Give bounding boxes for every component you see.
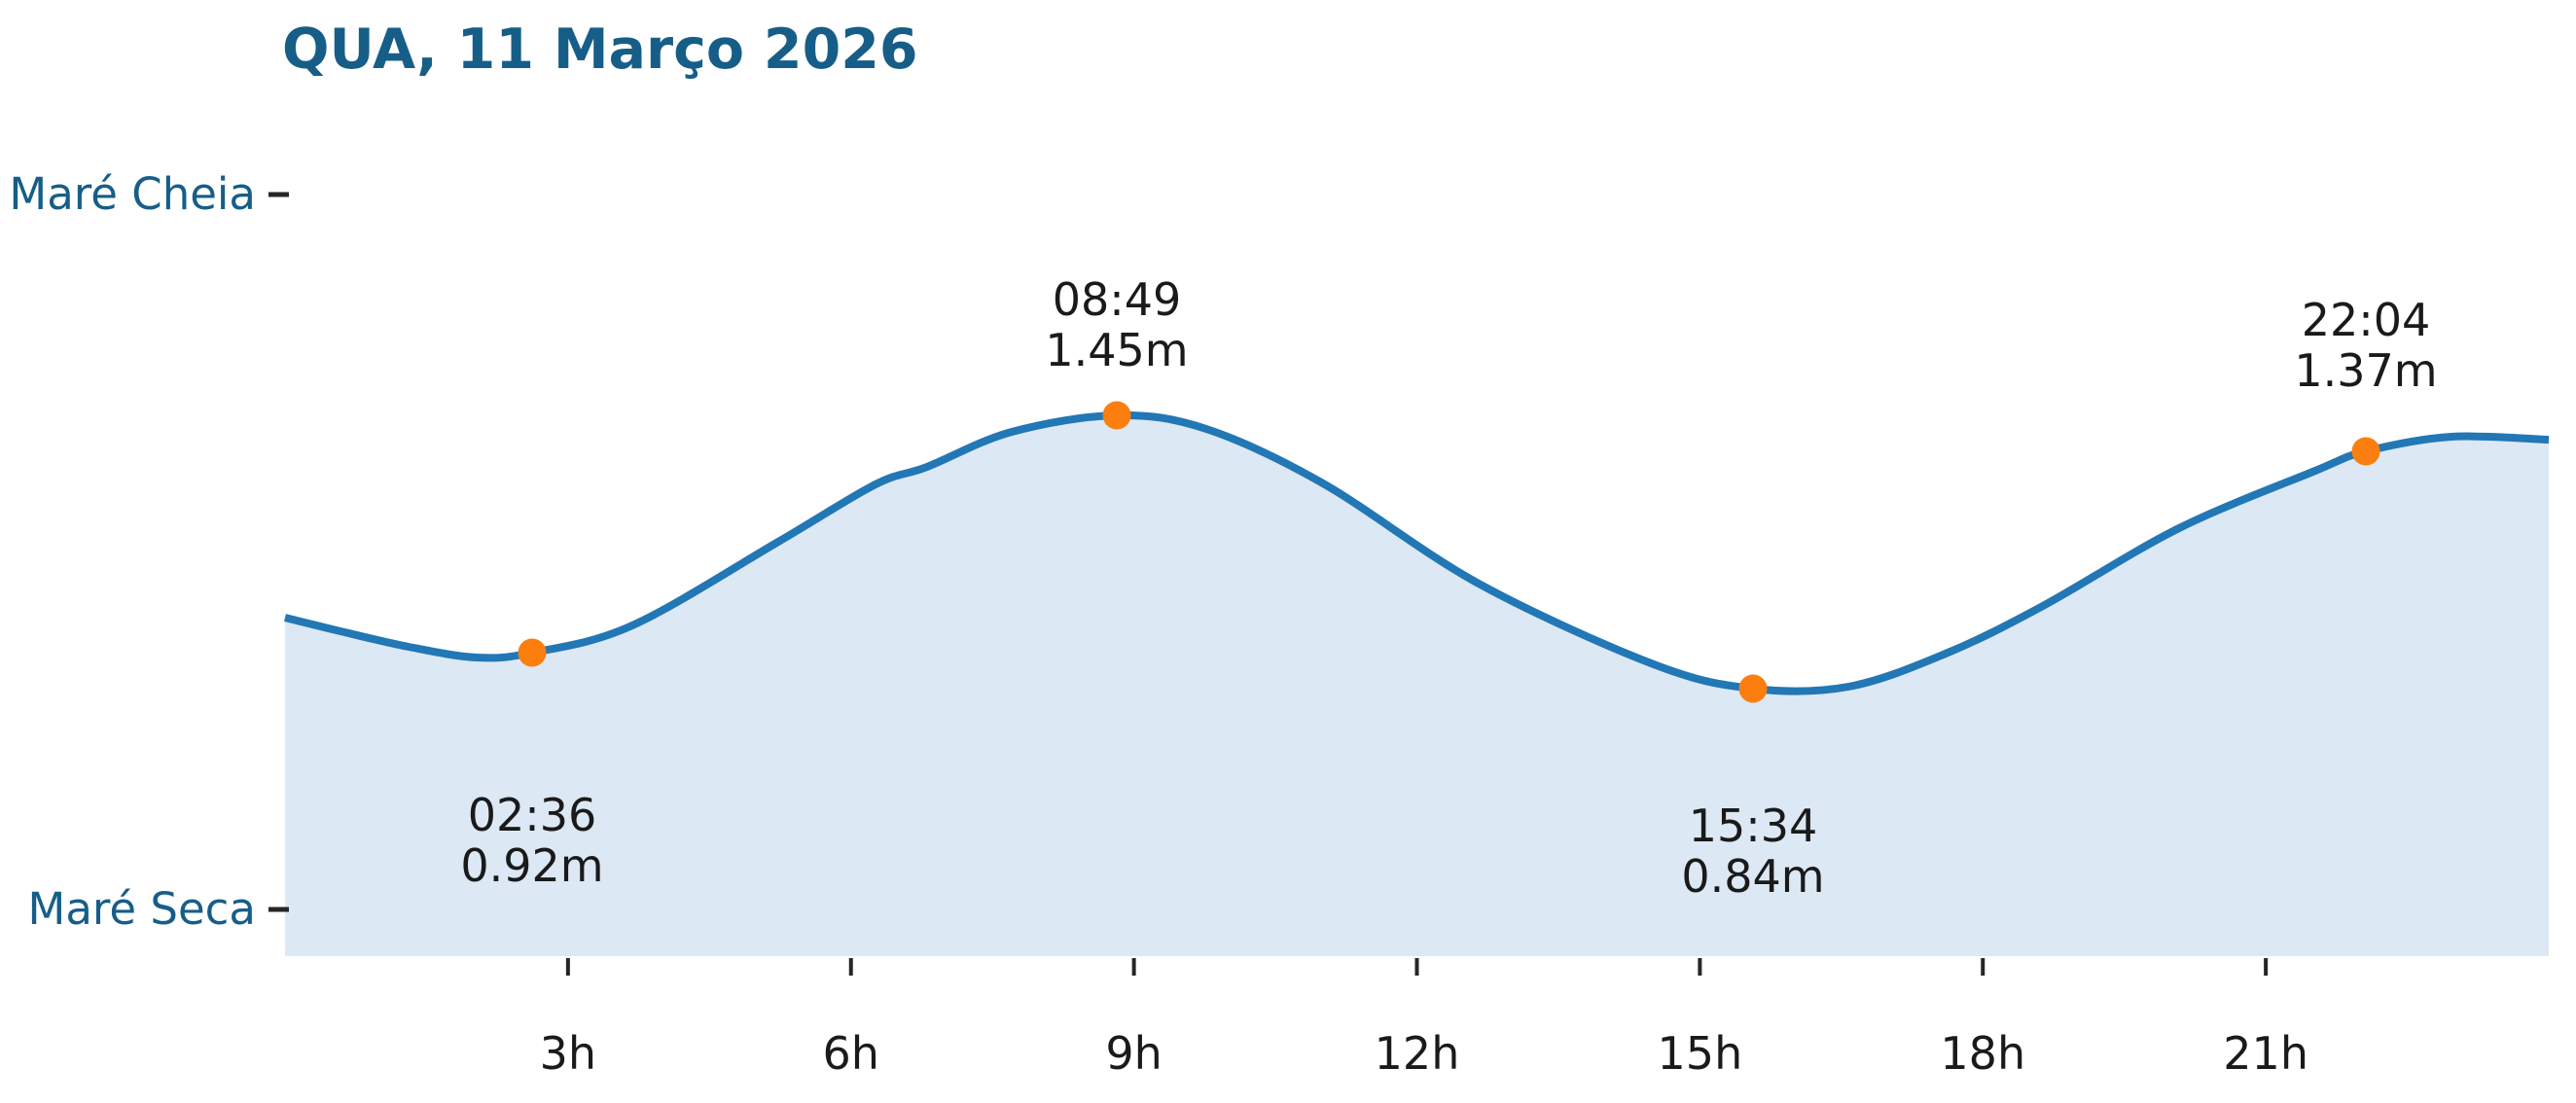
x-tick-label-15h: 15h [1657, 1027, 1743, 1080]
tide-extreme-dot-0849 [1102, 401, 1131, 430]
tide-event-height: 1.37m [2294, 344, 2438, 397]
tide-area-fill [285, 414, 2549, 956]
tide-event-annotation-high: 22:04 1.37m [2294, 295, 2437, 396]
x-tick-label-21h: 21h [2223, 1027, 2308, 1080]
tide-event-time: 02:36 [467, 789, 597, 841]
tide-event-time: 22:04 [2301, 294, 2431, 346]
tide-event-time: 08:49 [1052, 273, 1182, 326]
x-tick-label-3h: 3h [539, 1027, 597, 1080]
tide-event-annotation-low: 15:34 0.84m [1681, 801, 1824, 902]
chart-title: QUA, 11 Março 2026 [282, 18, 918, 82]
y-axis-label-low-tide: Maré Seca [27, 883, 256, 935]
tide-curve-line [284, 410, 2550, 695]
tide-event-time: 15:34 [1688, 800, 1818, 852]
tide-event-annotation-low: 02:36 0.92m [460, 790, 603, 891]
tide-event-height: 0.92m [460, 839, 604, 892]
tide-event-height: 1.45m [1045, 324, 1189, 376]
y-axis-label-high-tide: Maré Cheia [9, 168, 256, 220]
tide-extreme-dot-1534 [1738, 674, 1768, 703]
tide-extreme-dot-2204 [2351, 437, 2380, 466]
x-tick-label-6h: 6h [822, 1027, 879, 1080]
x-tick-label-12h: 12h [1374, 1027, 1460, 1080]
tide-event-height: 0.84m [1681, 850, 1825, 903]
x-tick-label-18h: 18h [1940, 1027, 2026, 1080]
x-tick-label-9h: 9h [1105, 1027, 1163, 1080]
tide-extreme-dot-0236 [518, 638, 547, 667]
tide-event-annotation-high: 08:49 1.45m [1045, 274, 1188, 375]
